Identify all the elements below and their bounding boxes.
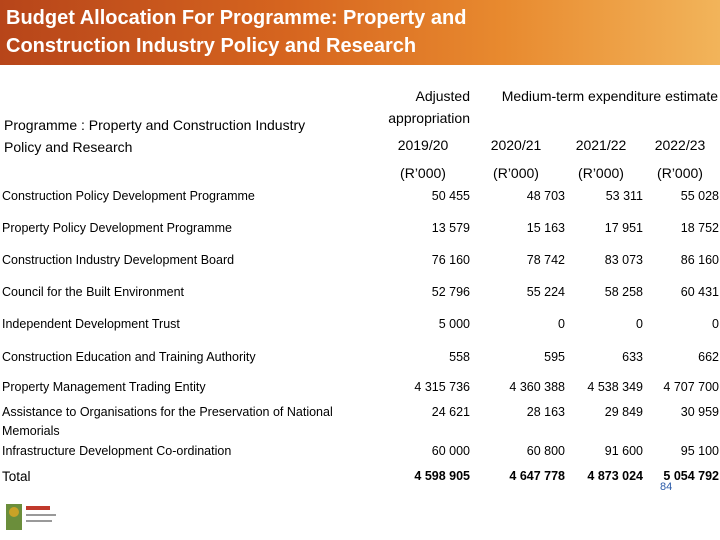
cell-value: 5 054 792 <box>663 469 719 483</box>
cell-value: 4 315 736 <box>414 380 470 394</box>
row-label: Council for the Built Environment <box>2 285 185 299</box>
cell-value: 48 703 <box>526 189 565 203</box>
cell-value: 17 951 <box>604 221 643 235</box>
cell-value: 29 849 <box>604 405 643 419</box>
cell-value: 4 598 905 <box>414 469 470 483</box>
row-label: Assistance to Organisations for the Pres… <box>2 405 333 438</box>
row-label: Construction Education and Training Auth… <box>2 350 256 364</box>
row-label: Construction Policy Development Programm… <box>2 189 255 203</box>
cell-value: 633 <box>622 350 643 364</box>
cell-value: 52 796 <box>431 285 470 299</box>
programme-header: Programme : Property and Construction In… <box>4 117 306 155</box>
year-header: 2020/21 <box>490 137 542 153</box>
slide-title: Budget Allocation For Programme: Propert… <box>6 7 467 57</box>
cell-value: 55 028 <box>680 189 719 203</box>
cell-value: 0 <box>558 317 565 331</box>
cell-value: 18 752 <box>680 221 719 235</box>
medium-header: Medium-term expenditure estimate <box>501 88 718 104</box>
cell-value: 15 163 <box>526 221 565 235</box>
logo <box>6 504 56 530</box>
cell-value: 60 000 <box>431 444 470 458</box>
cell-value: 55 224 <box>526 285 565 299</box>
unit-header: (R’000) <box>400 165 446 181</box>
cell-value: 558 <box>449 350 470 364</box>
cell-value: 0 <box>712 317 719 331</box>
cell-value: 4 707 700 <box>663 380 719 394</box>
cell-value: 595 <box>544 350 565 364</box>
unit-header: (R’000) <box>493 165 539 181</box>
cell-value: 78 742 <box>526 253 565 267</box>
row-label: Property Policy Development Programme <box>2 221 232 235</box>
adjusted-header: Adjusted appropriation <box>388 88 470 126</box>
unit-header: (R’000) <box>657 165 703 181</box>
cell-value: 13 579 <box>431 221 470 235</box>
row-label: Infrastructure Development Co-ordination <box>2 444 232 458</box>
cell-value: 95 100 <box>680 444 719 458</box>
row-label: Property Management Trading Entity <box>2 380 206 394</box>
cell-value: 91 600 <box>604 444 643 458</box>
cell-value: 50 455 <box>431 189 470 203</box>
year-header: 2019/20 <box>397 137 449 153</box>
row-label: Construction Industry Development Board <box>2 253 235 267</box>
cell-value: 53 311 <box>605 189 643 203</box>
unit-header: (R’000) <box>578 165 624 181</box>
cell-value: 0 <box>636 317 643 331</box>
cell-value: 24 621 <box>431 405 470 419</box>
cell-value: 4 538 349 <box>587 380 643 394</box>
cell-value: 4 873 024 <box>587 469 643 483</box>
cell-value: 30 959 <box>680 405 719 419</box>
cell-value: 83 073 <box>604 253 643 267</box>
cell-value: 28 163 <box>526 405 565 419</box>
cell-value: 58 258 <box>604 285 643 299</box>
cell-value: 86 160 <box>680 253 719 267</box>
row-label: Independent Development Trust <box>2 317 180 331</box>
year-header: 2022/23 <box>654 137 706 153</box>
cell-value: 4 647 778 <box>509 469 565 483</box>
cell-value: 5 000 <box>438 317 470 331</box>
cell-value: 60 800 <box>526 444 565 458</box>
row-label: Total <box>2 469 31 484</box>
year-header: 2021/22 <box>575 137 627 153</box>
cell-value: 4 360 388 <box>509 380 565 394</box>
cell-value: 60 431 <box>680 285 719 299</box>
page-number: 84 <box>660 481 673 493</box>
cell-value: 76 160 <box>431 253 470 267</box>
title-banner <box>0 0 720 65</box>
cell-value: 662 <box>698 350 719 364</box>
